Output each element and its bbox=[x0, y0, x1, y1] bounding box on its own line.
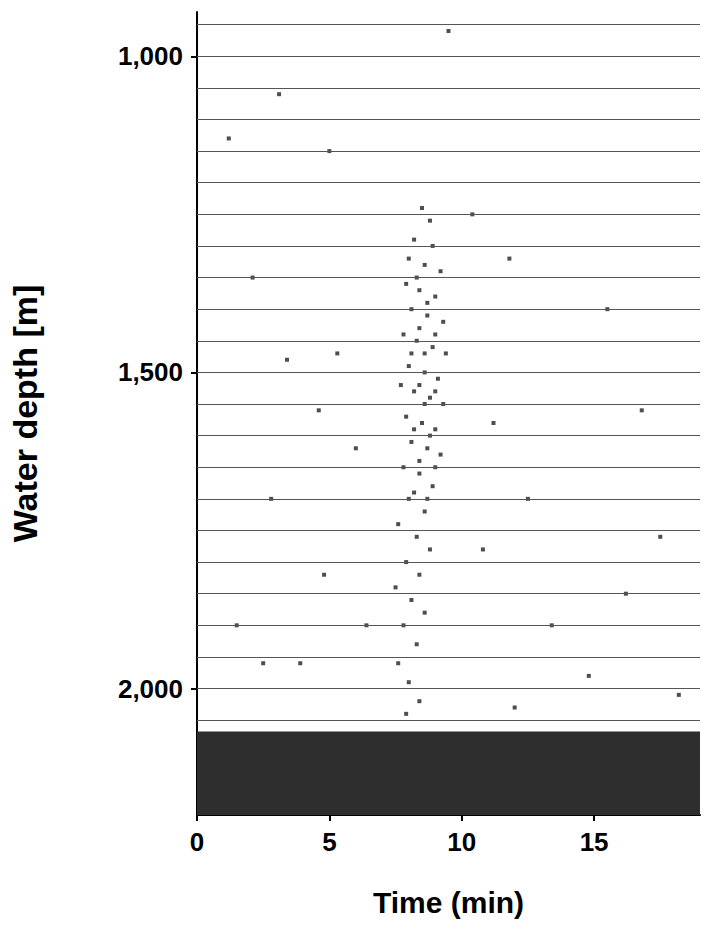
svg-text:Time (min): Time (min) bbox=[373, 886, 524, 919]
svg-text:0: 0 bbox=[190, 827, 204, 857]
svg-text:10: 10 bbox=[447, 827, 476, 857]
svg-text:Water depth [m]: Water depth [m] bbox=[6, 285, 44, 543]
svg-text:2,000: 2,000 bbox=[118, 674, 183, 704]
svg-text:5: 5 bbox=[322, 827, 336, 857]
svg-text:1,000: 1,000 bbox=[118, 41, 183, 71]
svg-text:1,500: 1,500 bbox=[118, 357, 183, 387]
svg-text:15: 15 bbox=[580, 827, 609, 857]
